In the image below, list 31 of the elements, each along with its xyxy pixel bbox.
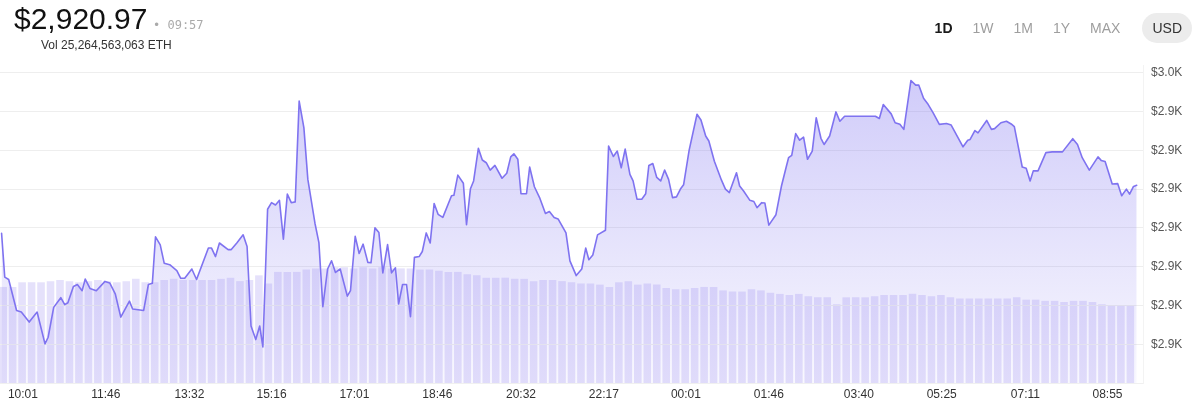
y-tick-label: $2.9K: [1151, 103, 1183, 118]
x-tick-label: 15:16: [256, 386, 287, 401]
text: • 09:57: [153, 17, 204, 33]
chart-subtitle: Vol 25,264,563,063 ETH: [41, 37, 172, 53]
x-tick-label: 10:01: [7, 386, 39, 401]
y-tick-label: $2.9K: [1151, 297, 1183, 312]
x-tick-label: 07:11: [1010, 386, 1041, 401]
x-tick-label: 17:01: [339, 386, 370, 401]
text: MAX: [1089, 19, 1122, 38]
y-tick-label: $2.9K: [1151, 258, 1183, 273]
y-tick-label: $2.9K: [1151, 220, 1183, 235]
text: 1W: [971, 19, 995, 38]
x-tick-label: 18:46: [422, 386, 453, 401]
text: 1D: [933, 19, 954, 38]
x-tick-label: 03:40: [843, 386, 875, 401]
text: USD: [1142, 13, 1192, 43]
x-tick-label: 08:55: [1092, 386, 1123, 401]
y-tick-label: $2.9K: [1151, 336, 1183, 351]
x-tick-label: 00:01: [670, 386, 702, 401]
x-tick-label: 22:17: [588, 386, 620, 401]
x-tick-label: 20:32: [505, 386, 537, 401]
x-tick-label: 01:46: [753, 386, 785, 401]
text: 1Y: [1051, 19, 1072, 38]
y-tick-label: $3.0K: [1151, 65, 1183, 80]
text: 1M: [1012, 19, 1034, 38]
x-tick-label: 05:25: [926, 386, 958, 401]
y-tick-label: $2.9K: [1151, 181, 1183, 196]
x-tick-label: 11:46: [91, 386, 121, 401]
y-tick-label: $2.9K: [1151, 142, 1183, 157]
chart-title: $2,920.97: [14, 1, 148, 37]
x-tick-label: 13:32: [174, 386, 205, 401]
